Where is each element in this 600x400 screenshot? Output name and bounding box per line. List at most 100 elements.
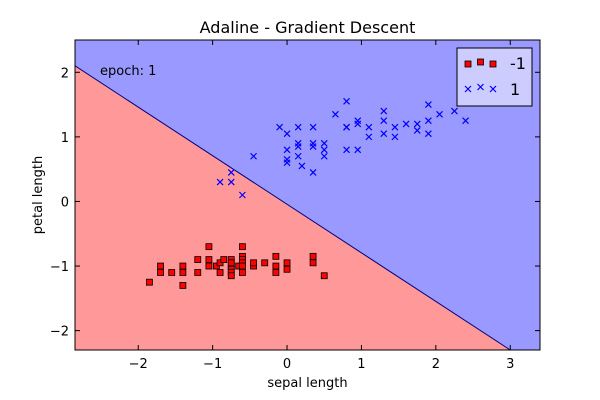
decision-boundary	[75, 65, 512, 350]
point-class-neg1	[157, 269, 164, 276]
legend-marker-neg	[464, 58, 497, 68]
point-class-neg1	[238, 243, 246, 251]
point-class-1	[391, 133, 399, 141]
point-class-neg1	[238, 262, 246, 270]
y-axis-ticks: −2 −1 0 1 2	[50, 66, 540, 340]
point-class-1	[354, 146, 362, 154]
point-class-1	[294, 152, 302, 160]
point-class-1	[294, 139, 302, 147]
y-axis-label: petal length	[31, 156, 46, 235]
point-class-neg1	[272, 269, 280, 276]
point-class-1	[309, 123, 317, 131]
point-class-1	[413, 120, 421, 128]
point-class-1	[436, 110, 443, 118]
point-class-1	[309, 168, 317, 176]
scatter-points	[145, 97, 470, 289]
point-class-1	[380, 107, 388, 115]
point-class-neg1	[179, 269, 187, 276]
point-class-1	[283, 156, 291, 163]
chart-title: Adaline - Gradient Descent	[200, 18, 416, 37]
legend-label-pos: 1	[510, 80, 520, 99]
point-class-neg1	[205, 262, 213, 270]
x-tick-label: −1	[203, 357, 222, 372]
legend-label-neg: -1	[510, 54, 526, 73]
point-class-1	[227, 178, 235, 186]
point-class-1	[424, 101, 432, 109]
region-class-neg1	[75, 65, 540, 350]
boundary-line	[75, 65, 512, 350]
x-tick-label: 2	[432, 357, 440, 372]
point-class-1	[380, 117, 388, 125]
point-class-1	[462, 117, 470, 125]
point-class-1	[283, 130, 291, 138]
x-tick-label: 1	[357, 357, 365, 372]
point-class-neg1	[309, 252, 317, 260]
point-class-neg1	[250, 259, 257, 267]
legend-box	[456, 47, 533, 107]
point-class-1	[250, 152, 257, 160]
point-class-neg1	[283, 259, 291, 267]
decision-regions	[75, 40, 540, 350]
point-class-1	[320, 152, 328, 160]
point-class-neg1	[145, 278, 153, 286]
point-class-neg1	[220, 256, 228, 263]
legend-marker-pos	[464, 83, 497, 93]
point-class-neg1	[216, 269, 224, 276]
point-class-1	[391, 123, 399, 131]
point-class-1	[320, 146, 328, 154]
point-class-neg1	[261, 259, 269, 267]
point-class-neg1	[179, 262, 187, 270]
point-class-1	[402, 120, 410, 128]
point-class-1	[276, 123, 284, 131]
point-class-1	[343, 97, 350, 105]
region-class-1	[75, 40, 540, 350]
point-class-1	[451, 107, 458, 115]
y-tick-label: 0	[61, 195, 69, 210]
point-class-1	[294, 123, 302, 131]
point-class-neg1	[272, 252, 280, 260]
point-class-neg1	[168, 269, 176, 276]
x-tick-label: 3	[506, 357, 514, 372]
legend: -1 1	[456, 47, 533, 107]
point-class-1	[309, 139, 317, 147]
epoch-annotation: epoch: 1	[100, 64, 156, 79]
x-tick-label: −2	[129, 357, 148, 372]
x-axis-label: sepal length	[267, 376, 347, 391]
point-class-neg1	[205, 243, 213, 251]
point-class-1	[320, 139, 328, 147]
point-class-neg1	[205, 256, 213, 263]
point-class-1	[298, 162, 306, 170]
x-axis-ticks: −2 −1 0 1 2 3	[129, 40, 514, 372]
point-class-neg1	[194, 256, 202, 263]
point-class-1	[283, 146, 291, 154]
point-class-neg1	[194, 269, 202, 276]
point-class-neg1	[283, 265, 291, 273]
plot-frame	[74, 39, 541, 351]
point-class-1	[380, 130, 388, 138]
point-class-neg1	[309, 259, 317, 267]
point-class-1	[424, 117, 432, 125]
point-class-1	[343, 123, 350, 131]
x-tick-label: 0	[283, 357, 291, 372]
point-class-1	[365, 123, 373, 131]
point-class-neg1	[238, 269, 246, 276]
point-class-neg1	[227, 259, 235, 267]
point-class-neg1	[272, 262, 280, 270]
point-class-1	[413, 126, 421, 134]
y-tick-label: 2	[61, 66, 69, 81]
point-class-1	[343, 146, 350, 154]
y-tick-label: 1	[61, 131, 69, 146]
y-tick-label: −2	[50, 325, 69, 340]
point-class-1	[424, 130, 432, 138]
point-class-1	[227, 168, 235, 176]
point-class-1	[354, 120, 362, 128]
point-class-neg1	[227, 272, 235, 280]
point-class-1	[331, 110, 339, 118]
point-class-1	[238, 191, 246, 199]
point-class-neg1	[157, 262, 164, 270]
point-class-1	[365, 133, 373, 141]
y-tick-label: −1	[50, 260, 69, 275]
point-class-neg1	[179, 282, 187, 289]
point-class-1	[216, 178, 224, 186]
